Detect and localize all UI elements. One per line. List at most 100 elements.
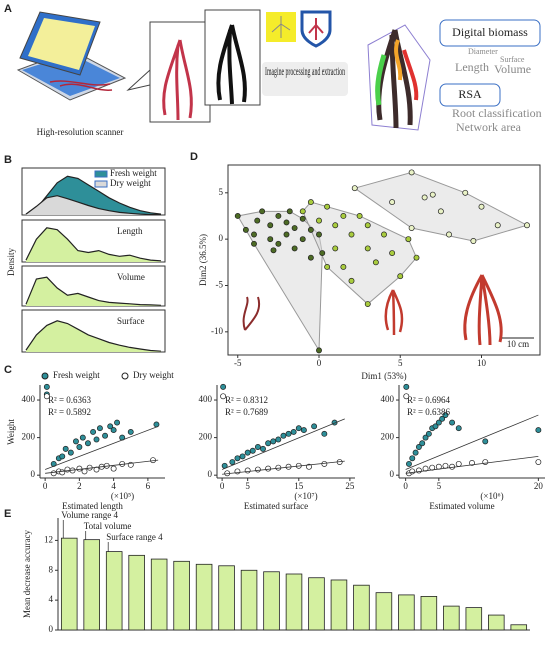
point	[275, 213, 282, 219]
point	[300, 427, 307, 434]
point	[419, 440, 426, 447]
root-binary	[216, 24, 247, 105]
point	[90, 429, 97, 435]
point	[455, 460, 462, 467]
legend-marker	[121, 372, 129, 380]
point	[107, 423, 114, 430]
bar	[330, 579, 348, 631]
x-tick-label: 0	[220, 481, 225, 491]
legend-label: Fresh weight	[110, 168, 157, 178]
point	[422, 434, 429, 441]
scale-bar-label: 10 cm	[507, 339, 529, 349]
point	[102, 432, 109, 439]
r-squared: R² = 0.6964	[407, 395, 451, 405]
processing-label: Imagine processing and extraction	[265, 64, 345, 78]
point	[446, 231, 452, 238]
biomass-box	[439, 19, 541, 47]
icon-glyph	[308, 18, 324, 40]
point	[524, 222, 530, 229]
bar	[488, 614, 505, 631]
y-tick-label: 4	[49, 594, 54, 604]
point	[76, 465, 83, 472]
point	[307, 199, 314, 206]
x-tick-label: 10	[477, 358, 487, 368]
point	[220, 393, 227, 400]
point	[311, 423, 318, 430]
x-multiplier: (×10⁵)	[111, 491, 134, 501]
point	[421, 194, 428, 201]
point	[432, 423, 439, 430]
bar	[60, 537, 78, 631]
y-tick-label: -5	[216, 280, 224, 290]
fit-line	[221, 418, 345, 470]
panel-letter: A	[4, 3, 12, 15]
point	[239, 453, 246, 460]
point	[234, 213, 241, 219]
point	[234, 455, 241, 462]
point	[413, 254, 420, 261]
point	[244, 467, 251, 474]
point	[295, 425, 302, 432]
point	[397, 273, 404, 280]
legend-swatch	[94, 180, 108, 188]
point	[332, 245, 339, 252]
point	[321, 460, 328, 467]
point	[364, 245, 371, 252]
y-axis-label: Mean decrease accuracy	[22, 530, 32, 618]
point	[316, 347, 322, 354]
panel-letter: C	[4, 364, 12, 376]
y-tick-label: -10	[211, 326, 223, 336]
x-axis-label: Estimated volume	[429, 501, 494, 511]
root-drawing	[463, 274, 503, 346]
point	[403, 393, 410, 400]
bar-annotation: Total volume	[84, 521, 132, 531]
point	[442, 412, 449, 419]
y-axis-label: Weight	[6, 419, 16, 445]
y-tick-label: 200	[199, 432, 213, 442]
callout	[126, 68, 151, 91]
root-skeleton	[394, 39, 403, 81]
fit-line	[45, 459, 159, 474]
x-tick-label: -5	[234, 358, 242, 368]
bar	[375, 592, 393, 631]
point	[43, 383, 50, 390]
point	[356, 213, 363, 219]
density-area	[26, 195, 161, 215]
bar-annotation: Volume range 4	[61, 510, 118, 520]
point	[270, 247, 277, 254]
r-squared: R² = 0.6363	[48, 395, 92, 405]
point	[340, 264, 347, 270]
point	[429, 191, 436, 198]
r-squared: R² = 0.6386	[407, 407, 451, 417]
rsa-box	[439, 83, 501, 107]
point	[50, 470, 57, 477]
point	[469, 460, 475, 466]
point	[242, 226, 249, 233]
point	[455, 425, 462, 432]
root-skeleton	[375, 54, 387, 106]
point	[251, 231, 257, 238]
trait-label: Volume	[494, 62, 531, 76]
point	[114, 419, 121, 426]
point	[316, 217, 322, 224]
scanner-illustration	[16, 11, 127, 101]
legend-swatch	[94, 170, 108, 178]
bar	[308, 577, 325, 631]
point	[67, 449, 74, 456]
x-tick-label: 6	[146, 481, 151, 491]
point	[307, 226, 314, 233]
x-tick-label: 4	[111, 481, 116, 491]
fit-line	[44, 425, 159, 470]
point	[494, 222, 501, 229]
point	[340, 213, 347, 219]
biomass-label: Digital biomass	[452, 25, 528, 39]
point	[73, 438, 79, 445]
point	[251, 240, 257, 247]
bar-annotation: Surface range 4	[106, 532, 163, 542]
point	[286, 208, 293, 215]
root-drawing	[384, 289, 404, 336]
bar	[465, 607, 483, 631]
point	[254, 466, 261, 473]
bar	[443, 605, 460, 631]
x-tick-label: 5	[398, 358, 403, 368]
